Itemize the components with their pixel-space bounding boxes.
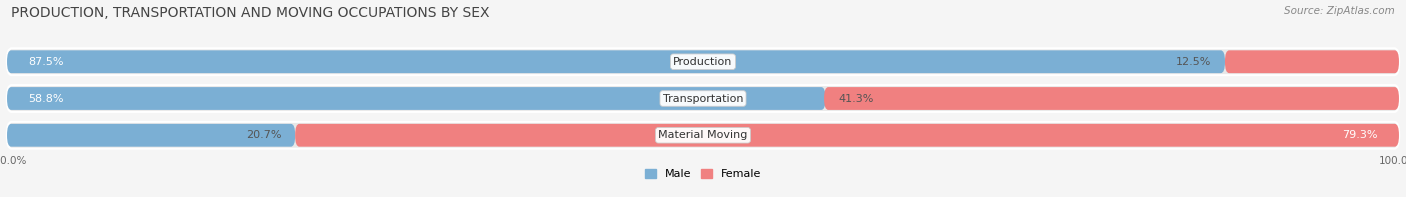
Text: 20.7%: 20.7%: [246, 130, 281, 140]
FancyBboxPatch shape: [7, 85, 1399, 112]
Text: 58.8%: 58.8%: [28, 94, 63, 103]
Text: 79.3%: 79.3%: [1343, 130, 1378, 140]
FancyBboxPatch shape: [7, 48, 1399, 75]
FancyBboxPatch shape: [7, 50, 1225, 73]
FancyBboxPatch shape: [7, 87, 825, 110]
FancyBboxPatch shape: [1225, 50, 1399, 73]
Text: Material Moving: Material Moving: [658, 130, 748, 140]
FancyBboxPatch shape: [7, 124, 295, 147]
FancyBboxPatch shape: [295, 124, 1399, 147]
FancyBboxPatch shape: [7, 122, 1399, 149]
Text: 41.3%: 41.3%: [838, 94, 873, 103]
Text: Source: ZipAtlas.com: Source: ZipAtlas.com: [1284, 6, 1395, 16]
FancyBboxPatch shape: [824, 87, 1399, 110]
Text: PRODUCTION, TRANSPORTATION AND MOVING OCCUPATIONS BY SEX: PRODUCTION, TRANSPORTATION AND MOVING OC…: [11, 6, 489, 20]
Text: Transportation: Transportation: [662, 94, 744, 103]
Legend: Male, Female: Male, Female: [645, 169, 761, 179]
Text: Production: Production: [673, 57, 733, 67]
Text: 87.5%: 87.5%: [28, 57, 63, 67]
Text: 12.5%: 12.5%: [1175, 57, 1211, 67]
